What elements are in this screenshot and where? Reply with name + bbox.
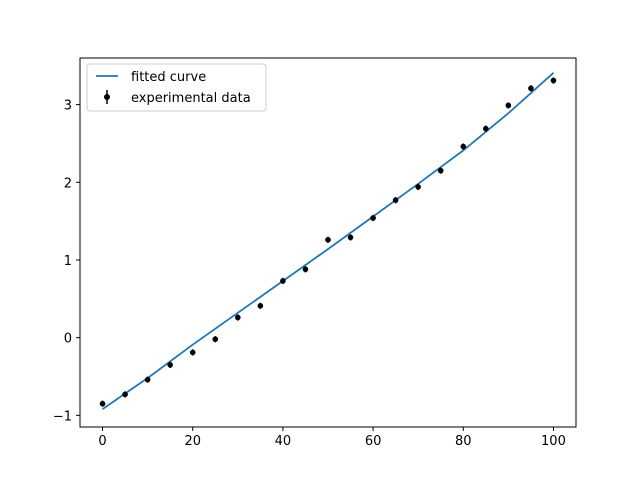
x-tick-label: 60: [365, 434, 382, 449]
legend-label-experimental-data: experimental data: [131, 91, 251, 106]
y-tick-label: 2: [64, 176, 72, 191]
data-point-marker: [415, 184, 421, 190]
data-point-marker: [302, 266, 309, 273]
legend-marker-swatch: [104, 94, 110, 100]
data-point: [460, 143, 467, 150]
axes-frame: [79, 57, 577, 428]
data-point: [302, 266, 309, 273]
data-point-marker: [167, 362, 173, 368]
fitted-curve-line: [101, 72, 555, 410]
x-tick-label: 80: [455, 434, 472, 449]
y-tick-label: 3: [64, 99, 72, 114]
data-point: [550, 77, 557, 84]
data-point: [189, 349, 196, 356]
y-axis: −1 0 1 2 3: [53, 99, 80, 424]
data-point-marker: [347, 234, 354, 241]
data-point-marker: [483, 125, 489, 132]
x-tick-label: 20: [184, 434, 201, 449]
data-point: [144, 376, 151, 383]
data-point: [415, 183, 421, 191]
data-point: [122, 391, 128, 398]
data-point-marker: [212, 336, 219, 343]
data-point: [325, 236, 331, 243]
data-point-marker: [550, 77, 557, 84]
plot-area: [99, 72, 557, 410]
data-point-marker: [437, 167, 444, 174]
data-point-marker: [528, 85, 534, 92]
y-tick-label: 1: [64, 254, 72, 269]
data-point: [212, 336, 219, 343]
data-point-marker: [392, 197, 399, 203]
data-point: [167, 361, 173, 368]
data-point-marker: [505, 102, 512, 109]
data-point: [280, 277, 286, 285]
data-point: [528, 85, 534, 92]
data-point: [347, 234, 354, 241]
data-point: [392, 197, 399, 204]
x-tick-label: 40: [275, 434, 292, 449]
data-point: [99, 400, 106, 407]
y-tick-label: 0: [64, 332, 72, 347]
x-tick-label: 0: [98, 434, 106, 449]
data-point: [437, 167, 444, 174]
data-point-marker: [460, 143, 467, 150]
data-point: [370, 214, 376, 222]
y-tick-label: −1: [53, 409, 72, 424]
data-point-marker: [280, 278, 286, 284]
data-point-marker: [257, 303, 264, 309]
legend: fitted curve experimental data: [86, 63, 267, 112]
data-point-marker: [235, 314, 241, 321]
data-point-marker: [144, 376, 151, 383]
data-point: [505, 102, 512, 109]
legend-label-fitted-curve: fitted curve: [131, 70, 206, 85]
data-point: [257, 302, 264, 309]
data-point-marker: [99, 400, 106, 407]
data-point: [235, 314, 241, 321]
data-point-marker: [370, 215, 376, 221]
data-point: [483, 125, 489, 132]
data-point-marker: [189, 349, 196, 356]
data-point-marker: [122, 391, 128, 398]
legend-box: [86, 63, 267, 112]
x-tick-label: 100: [541, 434, 566, 449]
x-axis: 0 20 40 60 80 100: [98, 427, 566, 449]
data-point-marker: [325, 236, 331, 243]
